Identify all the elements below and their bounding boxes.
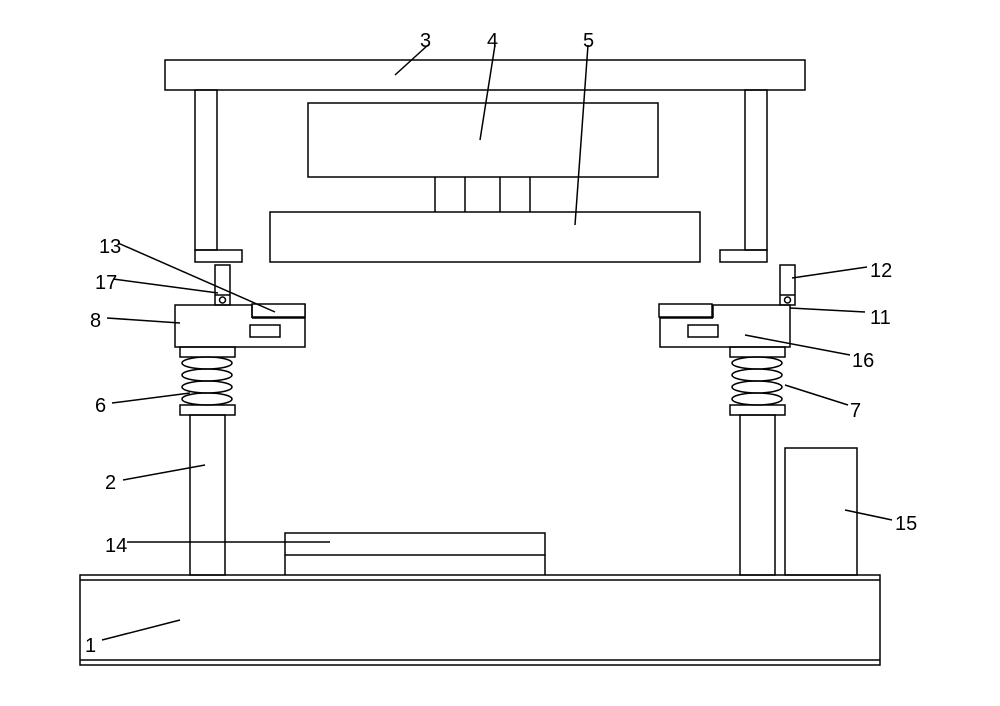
label-3: 3: [420, 30, 431, 53]
label-4: 4: [487, 30, 498, 53]
label-17: 17: [95, 272, 117, 295]
label-13: 13: [99, 236, 121, 259]
label-2: 2: [105, 472, 116, 495]
label-7: 7: [850, 400, 861, 423]
technical-diagram: 1234567811121314151617: [0, 0, 1000, 706]
label-15: 15: [895, 513, 917, 536]
label-11: 11: [870, 307, 891, 330]
label-12: 12: [870, 260, 892, 283]
label-14: 14: [105, 535, 127, 558]
label-16: 16: [852, 350, 874, 373]
label-1: 1: [85, 635, 96, 658]
label-8: 8: [90, 310, 101, 333]
label-5: 5: [583, 30, 594, 53]
diagram-svg: [0, 0, 1000, 706]
label-6: 6: [95, 395, 106, 418]
